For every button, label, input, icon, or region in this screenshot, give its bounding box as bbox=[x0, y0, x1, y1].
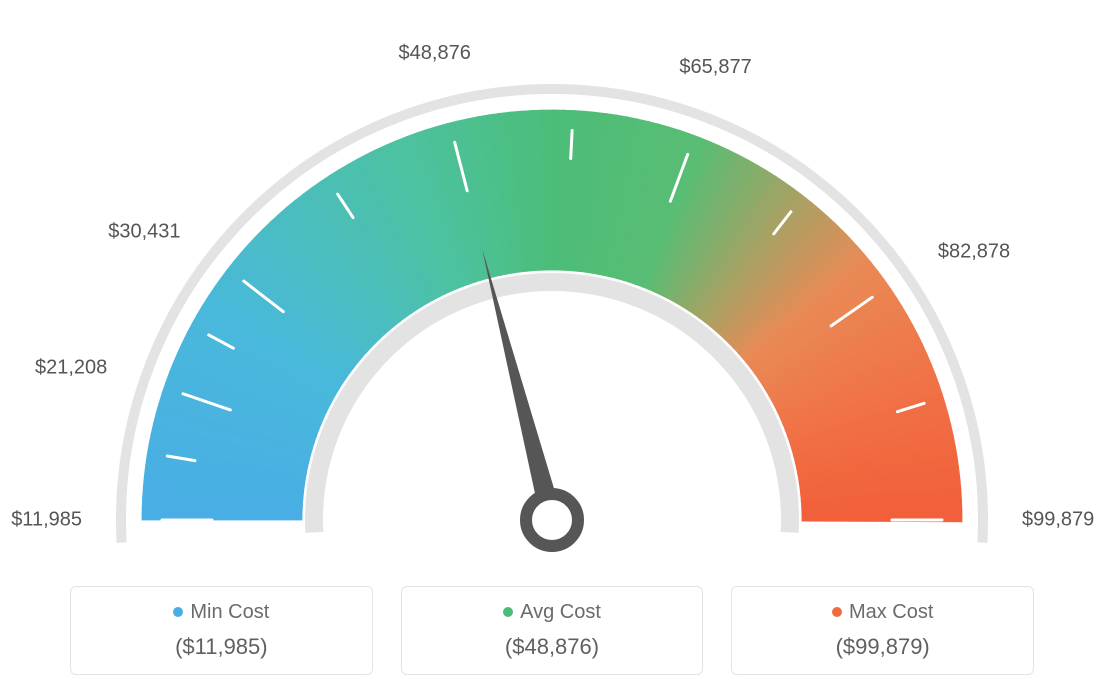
legend-title-min: Min Cost bbox=[173, 601, 269, 624]
scale-label: $65,877 bbox=[679, 56, 751, 79]
legend-title-avg-text: Avg Cost bbox=[520, 601, 601, 624]
scale-label: $48,876 bbox=[399, 42, 471, 65]
legend-card-min: Min Cost ($11,985) bbox=[70, 586, 373, 675]
legend-dot-min-icon bbox=[173, 607, 183, 617]
scale-label: $21,208 bbox=[35, 356, 107, 379]
gauge-chart: $11,985 $21,208 $30,431 $48,876 $65,877 $82,8… bbox=[0, 0, 1104, 570]
legend-dot-avg-icon bbox=[503, 607, 513, 617]
scale-label: $30,431 bbox=[108, 221, 180, 244]
scale-label: $11,985 bbox=[11, 509, 82, 532]
legend-card-max: Max Cost ($99,879) bbox=[731, 586, 1034, 675]
legend-value-min: ($11,985) bbox=[81, 634, 362, 660]
scale-label: $99,879 bbox=[1022, 509, 1094, 532]
legend-title-max-text: Max Cost bbox=[849, 601, 933, 624]
legend-value-avg: ($48,876) bbox=[412, 634, 693, 660]
scale-label: $82,878 bbox=[938, 240, 1010, 263]
gauge-svg bbox=[0, 0, 1104, 570]
legend-row: Min Cost ($11,985) Avg Cost ($48,876) Ma… bbox=[0, 570, 1104, 690]
legend-title-min-text: Min Cost bbox=[190, 601, 269, 624]
legend-dot-max-icon bbox=[832, 607, 842, 617]
legend-title-avg: Avg Cost bbox=[503, 601, 601, 624]
legend-card-avg: Avg Cost ($48,876) bbox=[401, 586, 704, 675]
legend-value-max: ($99,879) bbox=[742, 634, 1023, 660]
legend-title-max: Max Cost bbox=[832, 601, 933, 624]
